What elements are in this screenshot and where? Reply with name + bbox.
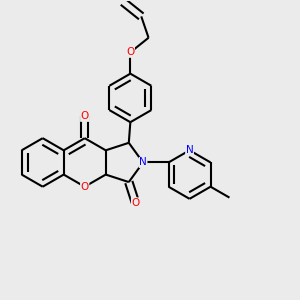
Text: O: O: [131, 198, 140, 208]
Text: O: O: [81, 111, 89, 121]
Text: N: N: [139, 158, 147, 167]
Text: N: N: [186, 145, 194, 155]
Text: O: O: [81, 182, 89, 192]
Text: O: O: [126, 47, 134, 57]
